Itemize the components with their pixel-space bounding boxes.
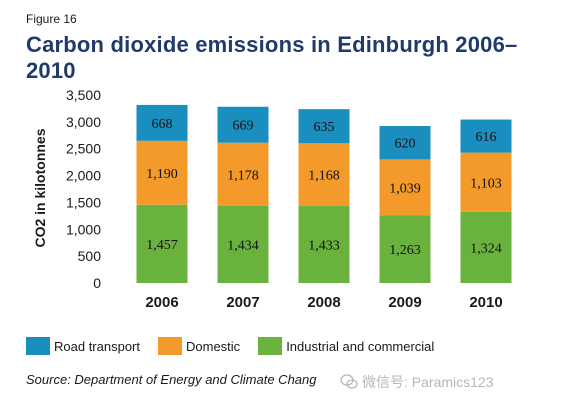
x-tick-label: 2009 — [388, 294, 421, 311]
bar-segment — [217, 106, 269, 143]
y-tick-label: 500 — [78, 248, 102, 264]
bar-segment — [217, 142, 269, 206]
data-label: 1,039 — [389, 181, 421, 196]
bar-segment — [136, 104, 188, 141]
data-label: 669 — [233, 119, 254, 134]
bar-segment — [136, 140, 188, 205]
source-note: Source: Department of Energy and Climate… — [26, 372, 317, 387]
y-tick-label: 1,000 — [66, 221, 101, 237]
y-tick-label: 0 — [93, 275, 101, 291]
data-label: 1,168 — [308, 169, 340, 184]
data-label: 635 — [314, 120, 335, 135]
x-tick-label: 2006 — [145, 294, 178, 311]
legend-label-industrial: Industrial and commercial — [286, 338, 435, 354]
y-tick-label: 3,500 — [66, 87, 101, 103]
x-axis-ticks: 2006 2007 2008 2009 2010 — [145, 294, 502, 311]
y-axis-ticks: 0 500 1,000 1,500 2,000 2,500 3,000 3,500 — [66, 87, 101, 291]
data-label: 1,457 — [146, 238, 178, 253]
bar-segment — [460, 119, 512, 153]
data-label: 1,433 — [308, 239, 340, 254]
x-tick-label: 2008 — [307, 294, 340, 311]
bar-segment — [460, 211, 512, 283]
bar-segment — [379, 159, 431, 216]
y-tick-label: 2,000 — [66, 168, 101, 184]
y-tick-label: 1,500 — [66, 194, 101, 210]
bar-segment — [298, 109, 350, 144]
y-tick-label: 3,000 — [66, 114, 101, 130]
data-label: 1,190 — [146, 167, 178, 182]
figure-label: Figure 16 — [26, 12, 77, 26]
bar-segment — [298, 206, 350, 283]
legend-item-domestic: Domestic — [158, 337, 240, 355]
bar-segment — [298, 143, 350, 207]
watermark-text: 微信号: Paramics123 — [362, 374, 494, 390]
bar-segment — [136, 204, 188, 283]
legend: Road transport Domestic Industrial and c… — [26, 337, 446, 355]
data-label: 1,103 — [470, 176, 502, 191]
legend-label-road-transport: Road transport — [54, 338, 140, 354]
wechat-icon — [340, 374, 358, 389]
data-label: 1,263 — [389, 243, 421, 258]
bar-groups: 1,457 1,190 668 1,434 1,178 669 1,433 1,168 635 1… — [136, 104, 512, 283]
data-label: 616 — [476, 130, 497, 145]
x-tick-label: 2010 — [469, 294, 502, 311]
chart-title: Carbon dioxide emissions in Edinburgh 20… — [26, 32, 518, 83]
legend-swatch-domestic — [158, 337, 182, 355]
legend-swatch-road-transport — [26, 337, 50, 355]
stacked-bar-chart: 0 500 1,000 1,500 2,000 2,500 3,000 3,500 1,457… — [66, 87, 512, 311]
data-label: 1,324 — [470, 241, 502, 256]
x-tick-label: 2007 — [226, 294, 259, 311]
bar-segment — [460, 152, 512, 212]
legend-label-domestic: Domestic — [186, 338, 241, 354]
legend-item-road-transport: Road transport — [26, 337, 140, 355]
data-label: 620 — [395, 137, 416, 152]
data-label: 1,434 — [227, 238, 259, 253]
legend-item-industrial: Industrial and commercial — [258, 337, 434, 355]
y-tick-label: 2,500 — [66, 141, 101, 157]
bar-segment — [379, 126, 431, 160]
data-label: 668 — [152, 117, 173, 132]
legend-swatch-industrial — [258, 337, 283, 355]
bar-segment — [217, 205, 269, 283]
watermark: 微信号: Paramics123 — [340, 372, 493, 392]
bar-segment — [379, 215, 431, 283]
data-label: 1,178 — [227, 168, 259, 183]
